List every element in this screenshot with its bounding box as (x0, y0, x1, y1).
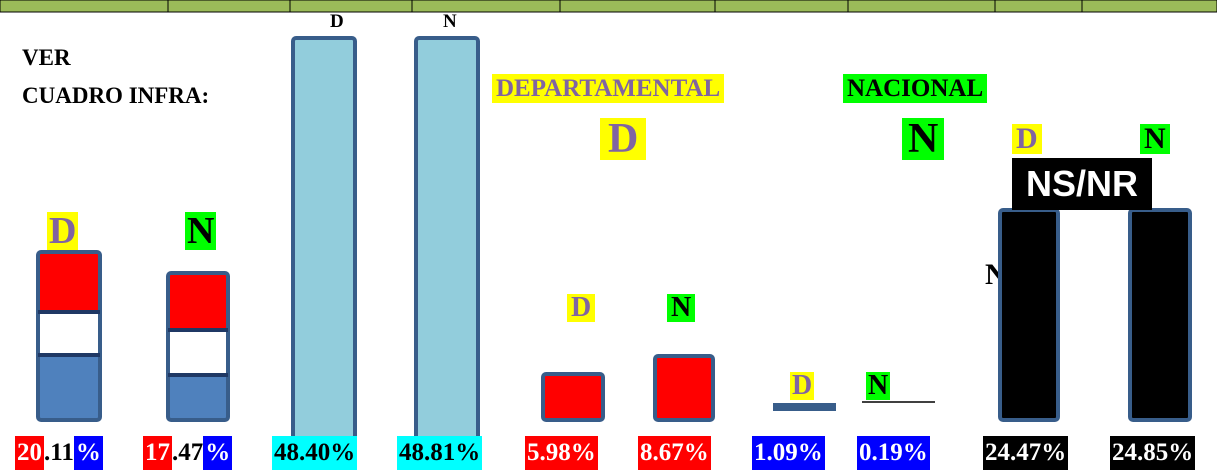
nsnr-label: NS/NR (1012, 158, 1152, 210)
part: 17 (143, 436, 172, 470)
text: CUADRO INFRA: (22, 83, 210, 108)
top-strip (0, 0, 1217, 13)
small-bar-n (653, 354, 715, 422)
bottom-label: 1.09% (752, 436, 825, 470)
tag-d: D (790, 370, 815, 401)
tag-d: D (600, 118, 647, 160)
stack-bar-d (36, 250, 102, 422)
tag-d: D (47, 210, 79, 252)
bottom-label: 0.19% (857, 436, 930, 470)
text: VER (22, 45, 71, 70)
tag-n: N (667, 294, 696, 322)
tag-n: N (902, 118, 945, 160)
part: 20 (15, 436, 44, 470)
tag-n: N (985, 258, 1007, 291)
bottom-label: 48.40% (272, 436, 358, 470)
stack-bar-n (166, 271, 230, 422)
tag-d: D (330, 11, 344, 32)
part: % (203, 436, 233, 470)
tag-d: D (567, 294, 596, 322)
tag-n: N (866, 370, 891, 401)
bottom-label: 17.47% (143, 436, 233, 470)
tag-n: N (185, 210, 217, 252)
bottom-label: 48.81% (397, 436, 483, 470)
part: .11 (44, 436, 74, 470)
bottom-label: 24.85% (1110, 436, 1196, 470)
legend-dept: DEPARTAMENTAL (492, 74, 725, 103)
bottom-label: 5.98% (525, 436, 598, 470)
tag-n: N (443, 11, 457, 32)
bottom-label: 24.47% (983, 436, 1069, 470)
bottom-label: 20.11% (15, 436, 103, 470)
legend-nac: NACIONAL (843, 74, 988, 103)
bottom-label: 8.67% (638, 436, 711, 470)
tall-bar-d (291, 36, 357, 442)
tag-n: N (1140, 124, 1170, 154)
part: % (73, 436, 103, 470)
tag-d: D (1012, 124, 1042, 154)
small-bar-d (541, 372, 605, 422)
part: .47 (172, 436, 204, 470)
tall-bar-n (414, 36, 480, 442)
dividers (167, 0, 1083, 12)
thin-bar-d (773, 403, 836, 411)
